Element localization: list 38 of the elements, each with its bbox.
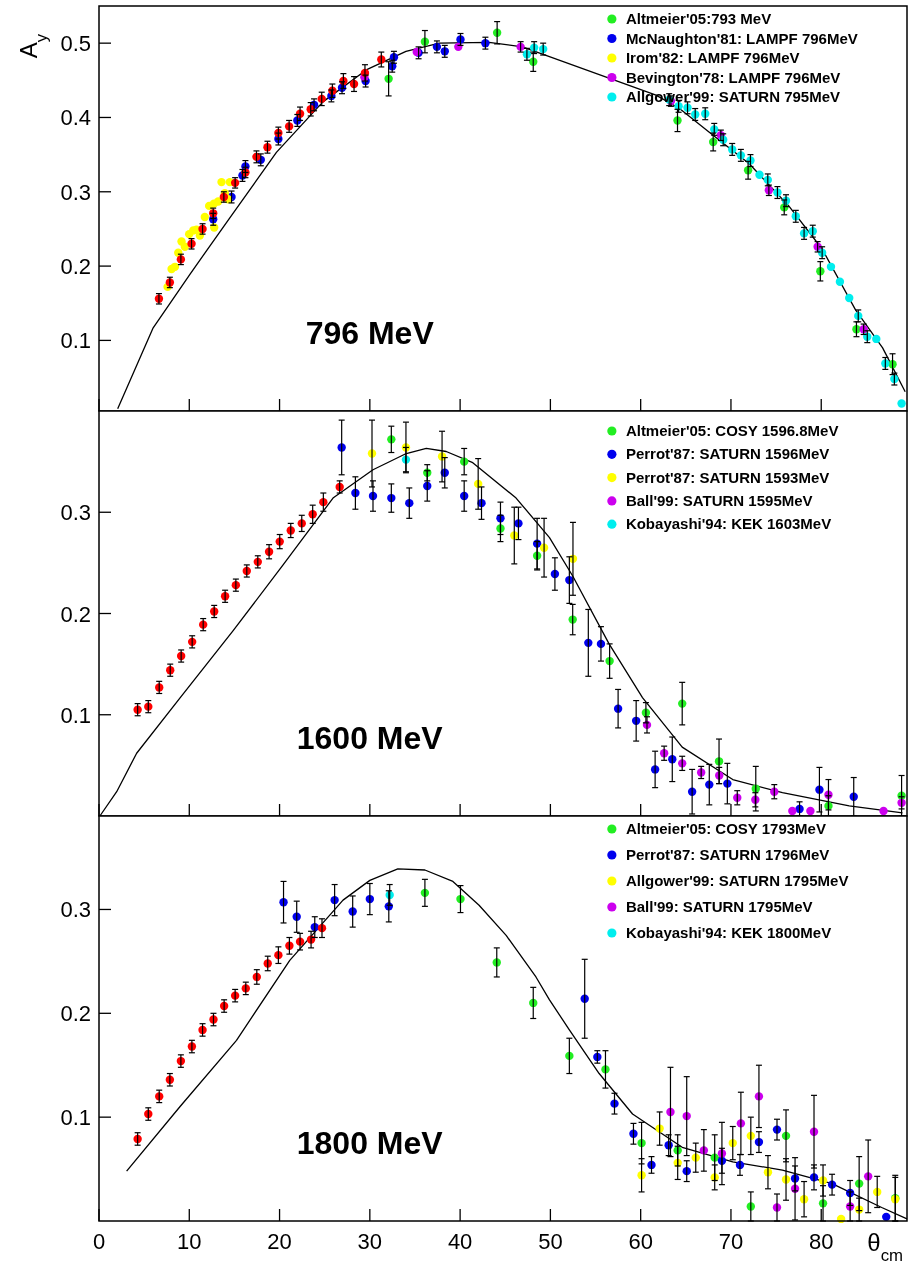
legend-label: Kobayashi'94: KEK 1603MeV (625, 515, 832, 533)
legend-label: Perrot'87: SATURN 1593MeV (625, 468, 830, 486)
annotation: 1800 MeV (296, 1125, 444, 1162)
legend-label: Altmeier'05: COSY 1793MeV (625, 820, 826, 837)
x-tick-label: 70 (718, 1229, 744, 1254)
y-tick-label: 0.4 (60, 105, 91, 131)
annotation: 796 MeV (305, 315, 435, 352)
y-tick-label: 0.3 (60, 897, 91, 923)
y-tick-label: 0.2 (60, 601, 91, 627)
y-tick-label: 0.1 (60, 702, 91, 728)
legend-label: Altmeier'05: COSY 1596.8MeV (625, 422, 839, 439)
legend-label: Allgower'99: SATURN 1795MeV (625, 872, 849, 889)
y-tick-label: 0.2 (60, 254, 91, 280)
y-tick-label: 0.3 (60, 179, 91, 205)
x-tick-label: 50 (538, 1229, 563, 1254)
legend-label: Perrot'87: SATURN 1796MeV (625, 846, 830, 863)
annotation: 1600 MeV (296, 720, 444, 757)
x-tick-label: 40 (447, 1229, 473, 1254)
x-tick-label: 0 (92, 1229, 106, 1254)
legend-label: Irom'82: LAMPF 796MeV (625, 49, 800, 66)
legend-label: Ball'99: SATURN 1795MeV (625, 898, 813, 915)
x-tick-label: 20 (267, 1229, 292, 1254)
legend-label: Kobayashi'94: KEK 1800MeV (625, 924, 832, 941)
x-axis-title: θ$_{cm}$ (867, 1229, 903, 1265)
legend-label: McNaughton'81: LAMPF 796MeV (625, 29, 858, 47)
x-tick-label: 80 (808, 1229, 834, 1254)
legend-label: Bevington'78: LAMPF 796MeV (625, 68, 841, 86)
x-tick-label: 10 (177, 1229, 202, 1254)
legend-label: Altmeier'05:793 MeV (625, 10, 772, 27)
x-tick-label: 60 (628, 1229, 653, 1254)
y-tick-label: 0.1 (60, 1105, 91, 1131)
x-tick-label: 30 (357, 1229, 383, 1254)
legend-label: Perrot'87: SATURN 1596MeV (625, 445, 830, 463)
y-tick-label: 0.1 (60, 328, 91, 354)
legend-label: Ball'99: SATURN 1595MeV (625, 491, 813, 509)
y-tick-label: 0.3 (60, 500, 91, 526)
y-tick-label: 0.5 (60, 31, 91, 57)
y-tick-label: 0.2 (60, 1001, 91, 1027)
